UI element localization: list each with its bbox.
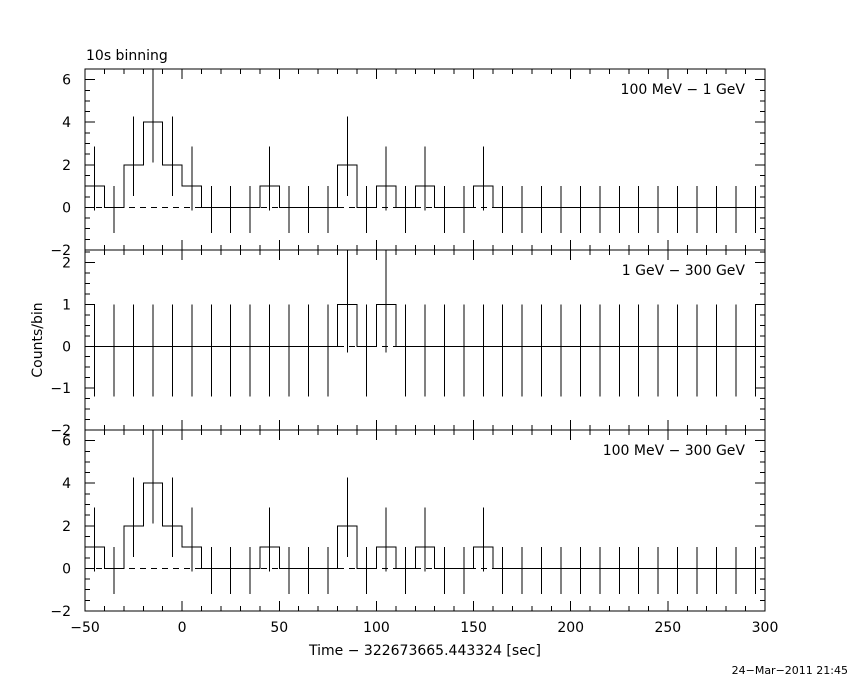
panel-label: 100 MeV − 300 GeV (603, 443, 746, 459)
panel-top: −2 0 2 4 6 100 MeV − 1 GeV (50, 68, 766, 259)
y-tick-label: 2 (62, 158, 71, 174)
x-tick-label: 0 (178, 620, 187, 636)
x-tick-label: 300 (752, 620, 779, 636)
panel-frame (84, 429, 766, 612)
x-tick-label: 150 (460, 620, 487, 636)
panel-bottom: −2 0 2 4 6 100 MeV − 300 GeV (50, 429, 766, 620)
y-tick-label: 1 (62, 297, 71, 313)
x-tick-label: 100 (363, 620, 390, 636)
y-tick-label: 6 (62, 434, 71, 450)
y-tick-label: 0 (62, 200, 71, 216)
y-axis-label: Counts/bin (30, 302, 46, 377)
panel-label: 1 GeV − 300 GeV (622, 263, 746, 279)
x-tick-label: 250 (654, 620, 681, 636)
x-tick-label: 200 (557, 620, 584, 636)
y-tick-label: 2 (62, 519, 71, 535)
y-tick-label: 0 (62, 561, 71, 577)
y-tick-label: −2 (50, 243, 71, 259)
y-tick-label: 2 (62, 256, 71, 272)
x-axis-label: Time − 322673665.443324 [sec] (308, 643, 541, 659)
y-tick-label: 4 (62, 476, 71, 492)
panel-label: 100 MeV − 1 GeV (621, 82, 746, 98)
y-tick-label: −2 (50, 604, 71, 620)
timestamp-footer: 24−Mar−2011 21:45 (732, 664, 848, 677)
y-tick-label: −2 (50, 423, 71, 439)
x-axis-tick-labels: −50 0 50 100 150 200 250 300 (70, 620, 778, 636)
y-tick-label: 0 (62, 339, 71, 355)
panel-middle: −2 −1 0 1 2 1 GeV − 300 GeV (50, 249, 766, 439)
y-tick-label: 6 (62, 73, 71, 89)
y-tick-label: −1 (50, 381, 71, 397)
x-tick-label: −50 (70, 620, 100, 636)
chart-title: 10s binning (86, 48, 168, 64)
x-tick-label: 50 (270, 620, 288, 636)
y-tick-label: 4 (62, 115, 71, 131)
